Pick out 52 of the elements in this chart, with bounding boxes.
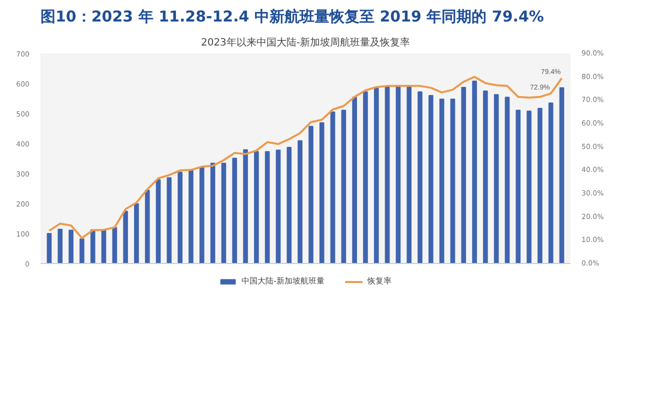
bar (504, 96, 510, 264)
bar (461, 86, 466, 264)
bar (134, 203, 139, 264)
chart-subtitle: 2023年以来中国大陆-新加坡周航班量及恢复率 (200, 36, 410, 48)
bar (90, 229, 96, 264)
bar (341, 110, 346, 264)
bar (396, 86, 401, 264)
bar (406, 86, 412, 264)
bar (68, 230, 74, 264)
bar (439, 98, 444, 264)
bar (384, 86, 390, 264)
bar (494, 94, 499, 264)
bar (363, 91, 368, 264)
bar (286, 146, 292, 264)
chart-title: 图10：2023 年 11.28-12.4 中新航班量恢复至 2019 年同期的 79.4% (40, 8, 544, 26)
line-series (48, 76, 563, 240)
bar (58, 228, 63, 264)
bar (210, 162, 216, 264)
bar (232, 158, 238, 264)
bar (418, 91, 422, 264)
bar (559, 87, 564, 264)
bar (483, 90, 488, 264)
bar (264, 151, 270, 264)
bar (80, 238, 84, 264)
bar (374, 88, 379, 264)
legend-label: 中国大陆-新加坡航班量 (242, 276, 324, 286)
bar (472, 80, 477, 264)
bar (450, 98, 456, 264)
bar (123, 210, 128, 264)
bar (298, 140, 302, 264)
bar (178, 172, 182, 264)
bar (112, 227, 118, 264)
bar (526, 110, 532, 264)
bar (156, 179, 161, 264)
bar (254, 151, 259, 264)
bar (352, 96, 357, 264)
bar (516, 110, 521, 264)
bar (46, 233, 52, 264)
bar (144, 190, 150, 264)
bar (243, 149, 248, 264)
bar (188, 169, 194, 264)
bar (538, 108, 542, 264)
bar (319, 122, 324, 264)
bar (548, 102, 554, 264)
bar (221, 162, 226, 264)
bar (330, 112, 336, 264)
bar (166, 177, 172, 264)
bar (308, 126, 314, 264)
bar (428, 95, 434, 264)
bar (276, 150, 281, 264)
bar (199, 166, 204, 264)
legend-label: 恢复率 (367, 276, 392, 286)
